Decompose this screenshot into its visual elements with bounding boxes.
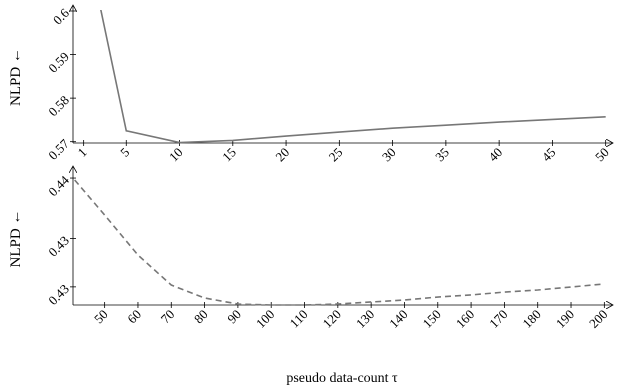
x-tick-label: 140 (386, 307, 410, 331)
x-tick-label: 110 (287, 307, 311, 331)
x-tick-label: 70 (158, 307, 178, 327)
x-tick-label: 30 (379, 145, 399, 165)
y-tick-label: 0.43 (45, 281, 72, 308)
x-tick-label: 20 (272, 145, 292, 165)
y-tick-label: 0.6 (50, 5, 72, 27)
x-tick-label: 100 (253, 307, 277, 331)
x-tick-label: 130 (353, 307, 377, 331)
x-tick-label: 90 (224, 307, 244, 327)
y-axis-label: NLPD ← (8, 210, 24, 268)
x-tick-label: 50 (592, 145, 612, 165)
x-tick-label: 200 (586, 307, 610, 331)
x-tick-label: 5 (117, 145, 132, 160)
x-tick-label: 25 (326, 145, 346, 165)
x-tick-label: 180 (519, 307, 543, 331)
x-tick-label: 170 (486, 307, 510, 331)
x-tick-label: 45 (539, 145, 559, 165)
y-tick-label: 0.58 (45, 92, 72, 119)
data-line (74, 179, 605, 306)
x-tick-label: 15 (219, 145, 239, 165)
x-tick-label: 150 (420, 307, 444, 331)
data-line (100, 10, 606, 144)
x-tick-label: 40 (485, 145, 505, 165)
x-tick-label: 160 (453, 307, 477, 331)
y-tick-label: 0.59 (45, 49, 72, 76)
y-axis-label: NLPD ← (8, 48, 24, 106)
x-tick-label: 50 (91, 307, 111, 327)
x-tick-label: 10 (166, 145, 186, 165)
x-tick-label: 190 (553, 307, 577, 331)
x-tick-label: 120 (320, 307, 344, 331)
x-tick-label: 1 (75, 145, 90, 160)
y-tick-label: 0.43 (45, 233, 72, 260)
x-axis-label: pseudo data-count τ (286, 371, 398, 386)
y-tick-label: 0.44 (45, 172, 72, 199)
x-tick-label: 35 (432, 145, 452, 165)
x-tick-label: 60 (124, 307, 144, 327)
x-tick-label: 80 (191, 307, 211, 327)
y-tick-label: 0.57 (45, 136, 72, 163)
